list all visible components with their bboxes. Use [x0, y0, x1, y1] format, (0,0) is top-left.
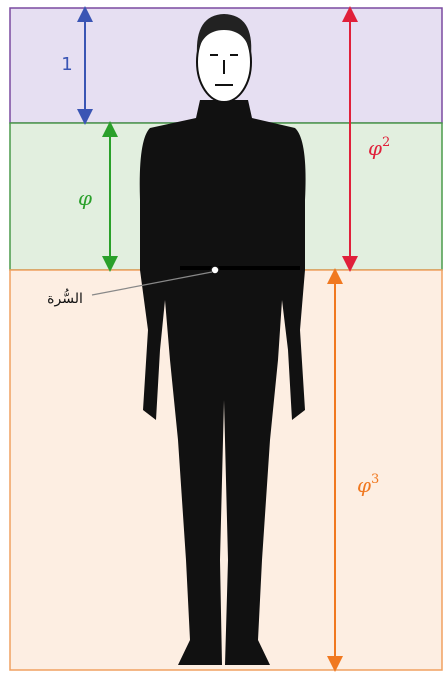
exponent: 2: [382, 135, 390, 150]
navel-label: السُّرة: [47, 289, 83, 307]
navel: [211, 266, 219, 274]
diagram: 1 φ φ2 φ3 السُّرة: [0, 0, 448, 677]
symbol: φ: [357, 473, 371, 497]
label: 1: [61, 54, 72, 75]
label: φ: [78, 186, 92, 210]
exponent: 3: [371, 472, 379, 487]
symbol: φ: [368, 136, 382, 160]
